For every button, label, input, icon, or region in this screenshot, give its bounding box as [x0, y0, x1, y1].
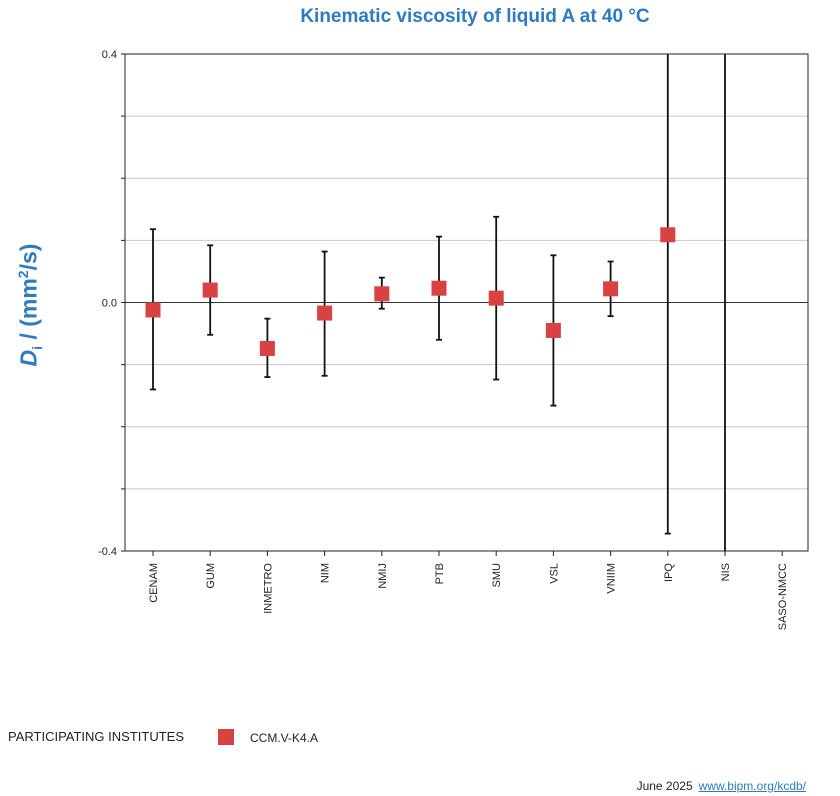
x-tick-label: PTB: [434, 563, 446, 584]
data-point: [431, 280, 447, 296]
chart-plot: 0.4 0.0 -0.4 CENAM GUM INMETRO NIM NMIJ PTB SMU VS…: [98, 49, 809, 630]
footer-link[interactable]: www.bipm.org/kcdb/: [698, 779, 806, 793]
data-point: [488, 290, 504, 306]
x-tick-label: SMU: [491, 563, 503, 588]
legend-swatch: [218, 729, 234, 745]
data-point: [317, 305, 333, 321]
x-tick-label: VSL: [548, 563, 560, 584]
x-tick-label: NIM: [320, 563, 332, 583]
x-tick-label: NMIJ: [377, 563, 389, 589]
y-tick-label: 0.4: [102, 49, 117, 61]
x-tick-label: VNIIM: [606, 563, 618, 594]
data-point: [660, 227, 676, 243]
data-point: [374, 286, 390, 302]
data-point: [145, 302, 161, 318]
data-point: [545, 322, 561, 338]
legend-heading: PARTICIPATING INSTITUTES: [8, 729, 184, 744]
y-tick-label: -0.4: [98, 546, 117, 558]
x-tick-label: NIS: [720, 563, 732, 581]
x-tick-label: SASO-NMCC: [777, 563, 789, 630]
data-point: [259, 340, 275, 356]
chart-title: Kinematic viscosity of liquid A at 40 °C: [300, 6, 650, 27]
x-tick-label: INMETRO: [262, 563, 274, 614]
x-tick-label: IPQ: [663, 563, 675, 582]
x-tick-label: GUM: [205, 563, 217, 589]
footer: June 2025 www.bipm.org/kcdb/: [637, 779, 806, 793]
data-point: [603, 281, 619, 297]
legend-entry-label: CCM.V-K4.A: [250, 731, 319, 745]
y-tick-label: 0.0: [102, 298, 117, 310]
data-point: [202, 282, 218, 298]
x-tick-label: CENAM: [148, 563, 160, 603]
footer-date: June 2025: [636, 779, 693, 793]
